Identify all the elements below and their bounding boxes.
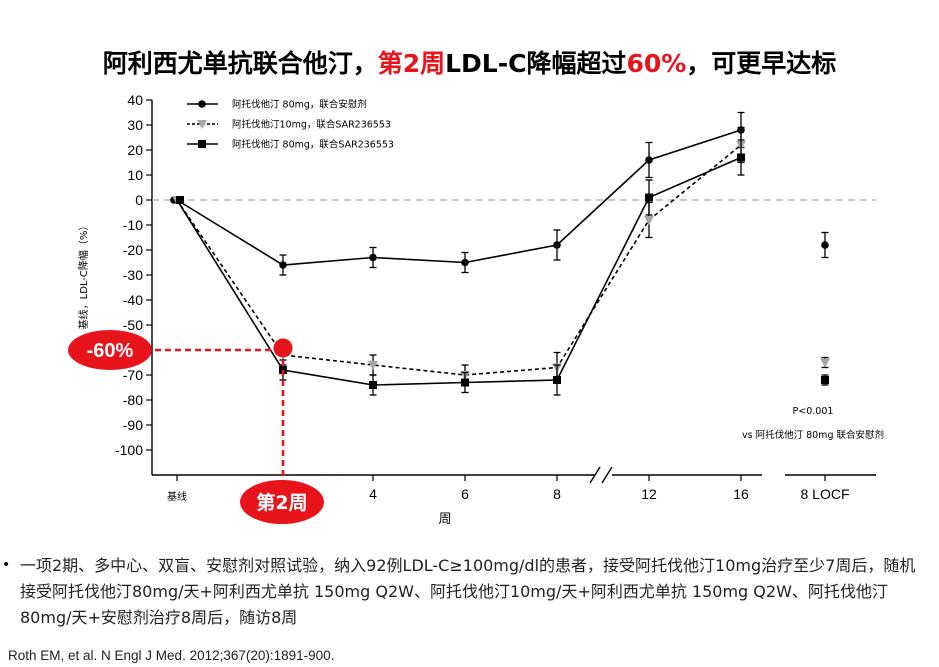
title-part5: ，可更早达标 <box>686 49 837 78</box>
x-tick-label: 12 <box>641 486 657 502</box>
x-tick-label: 16 <box>733 486 749 502</box>
legend-label-2: 阿托伐他汀10mg，联合SAR236553 <box>232 119 391 131</box>
x-tick-label: 8 LOCF <box>800 486 849 502</box>
locf-data-point <box>820 358 830 368</box>
data-point <box>644 216 654 225</box>
locf-data-point <box>821 376 829 384</box>
legend-marker-2 <box>197 120 207 129</box>
callout-week-bubble <box>240 480 324 524</box>
y-tick-label: 10 <box>127 167 143 183</box>
y-tick-label: -20 <box>123 242 143 258</box>
data-point <box>176 196 184 204</box>
y-tick-label: 30 <box>127 117 143 133</box>
locf-data-point <box>821 241 829 249</box>
y-tick-label: -30 <box>123 267 143 283</box>
data-point <box>645 156 653 164</box>
title-part1: 阿利西尤单抗联合他汀， <box>102 49 378 78</box>
data-point <box>369 253 377 262</box>
y-axis-label: 基线，LDL-C降幅（%） <box>77 221 90 330</box>
y-tick-label: 40 <box>127 92 143 108</box>
y-tick-label: -90 <box>123 417 143 433</box>
callout-value-bubble <box>68 330 152 370</box>
x-tick-label: 基线 <box>167 490 187 503</box>
x-tick-label: 8 <box>553 486 561 502</box>
data-point <box>461 258 469 267</box>
callout-dot <box>273 338 293 358</box>
y-tick-label: -40 <box>123 292 143 308</box>
p-value-annotation: P<0.001 <box>793 406 834 417</box>
series-line-2 <box>176 144 742 376</box>
data-point <box>369 381 377 389</box>
title-part2-highlight: 第2周 <box>377 49 446 78</box>
y-tick-label: -50 <box>123 317 143 333</box>
legend-marker-3 <box>198 140 206 148</box>
axis-break-mark <box>601 466 613 484</box>
data-point <box>645 193 653 202</box>
data-point <box>368 361 378 370</box>
x-tick-label: 4 <box>369 486 377 502</box>
y-tick-label: -80 <box>123 392 143 408</box>
data-point <box>461 378 469 387</box>
axis-break-mark <box>589 466 601 484</box>
callout-week-label: 第2周 <box>256 491 307 514</box>
reference-citation: Roth EM, et al. N Engl J Med. 2012;367(2… <box>8 648 335 663</box>
legend-label-3: 阿托伐他汀 80mg，联合SAR236553 <box>232 139 394 151</box>
y-tick-label: 20 <box>127 142 143 158</box>
title-part3: LDL-C降幅超过 <box>445 49 627 78</box>
series-line-3 <box>176 156 742 386</box>
y-tick-label: -70 <box>123 367 143 383</box>
ldl-chart: 403020100-10-20-30-40-50-60-70-80-90-100… <box>68 92 884 527</box>
data-point <box>737 153 745 162</box>
callout-value-label: -60% <box>87 340 134 362</box>
y-tick-label: 0 <box>135 192 143 208</box>
slide-title: 阿利西尤单抗联合他汀，第2周LDL-C降幅超过60%，可更早达标 <box>0 44 939 80</box>
study-description-text: 一项2期、多中心、双盲、安慰剂对照试验，纳入92例LDL-C≥100mg/dl的… <box>20 556 916 627</box>
title-part4-highlight: 60% <box>626 49 687 78</box>
data-point <box>553 376 561 384</box>
legend-label-1: 阿托伐他汀 80mg，联合安慰剂 <box>232 99 367 111</box>
y-tick-label: -10 <box>123 217 143 233</box>
y-tick-label: -100 <box>115 442 143 458</box>
bullet-marker: • <box>2 557 11 573</box>
comparison-annotation: vs 阿托伐他汀 80mg 联合安慰剂 <box>742 429 884 441</box>
x-tick-label: 6 <box>461 486 469 502</box>
data-point <box>553 241 561 249</box>
legend-marker-1 <box>198 100 206 108</box>
x-axis-label: 周 <box>438 512 451 527</box>
data-point <box>279 261 287 269</box>
